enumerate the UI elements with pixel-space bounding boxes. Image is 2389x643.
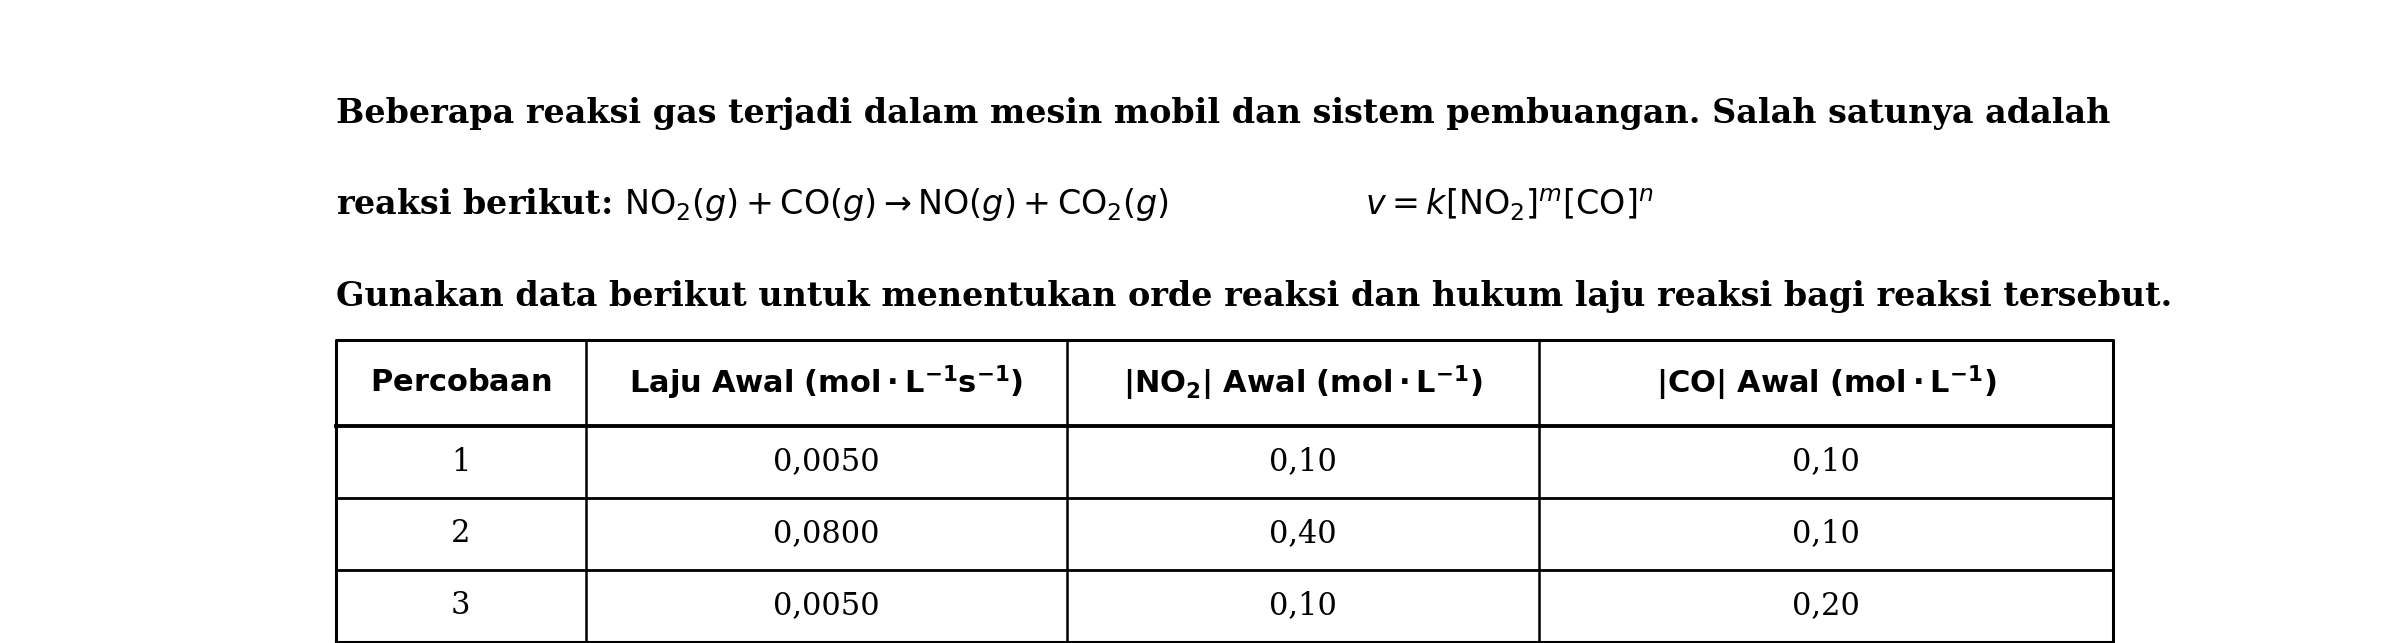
Text: 3: 3	[452, 590, 471, 621]
Text: 0,0800: 0,0800	[774, 518, 879, 549]
Text: $\mathbf{Laju\ Awal\ (mol \cdot L^{-1}s^{-1})}$: $\mathbf{Laju\ Awal\ (mol \cdot L^{-1}s^…	[628, 364, 1022, 402]
Text: 1: 1	[452, 447, 471, 478]
Text: reaksi berikut: $\mathrm{NO_2}(g) + \mathrm{CO}(g) \rightarrow \mathrm{NO}(g) + : reaksi berikut: $\mathrm{NO_2}(g) + \mat…	[334, 186, 1653, 224]
Text: Beberapa reaksi gas terjadi dalam mesin mobil dan sistem pembuangan. Salah satun: Beberapa reaksi gas terjadi dalam mesin …	[334, 97, 2109, 130]
Text: $\mathbf{|CO|\ Awal\ (mol \cdot L^{-1})}$: $\mathbf{|CO|\ Awal\ (mol \cdot L^{-1})}…	[1656, 363, 1997, 403]
Text: $\mathbf{Percobaan}$: $\mathbf{Percobaan}$	[370, 367, 552, 399]
Text: Gunakan data berikut untuk menentukan orde reaksi dan hukum laju reaksi bagi rea: Gunakan data berikut untuk menentukan or…	[334, 280, 2172, 313]
Text: 0,10: 0,10	[1269, 447, 1338, 478]
Text: 0,0050: 0,0050	[774, 590, 879, 621]
Text: 0,10: 0,10	[1792, 447, 1861, 478]
Text: 0,10: 0,10	[1792, 518, 1861, 549]
Text: 0,0050: 0,0050	[774, 447, 879, 478]
Text: 0,10: 0,10	[1269, 590, 1338, 621]
Text: 0,40: 0,40	[1269, 518, 1338, 549]
Text: 2: 2	[452, 518, 471, 549]
Text: $\mathbf{|NO_2|\ Awal\ (mol \cdot L^{-1})}$: $\mathbf{|NO_2|\ Awal\ (mol \cdot L^{-1}…	[1123, 363, 1484, 403]
Text: 0,20: 0,20	[1792, 590, 1861, 621]
